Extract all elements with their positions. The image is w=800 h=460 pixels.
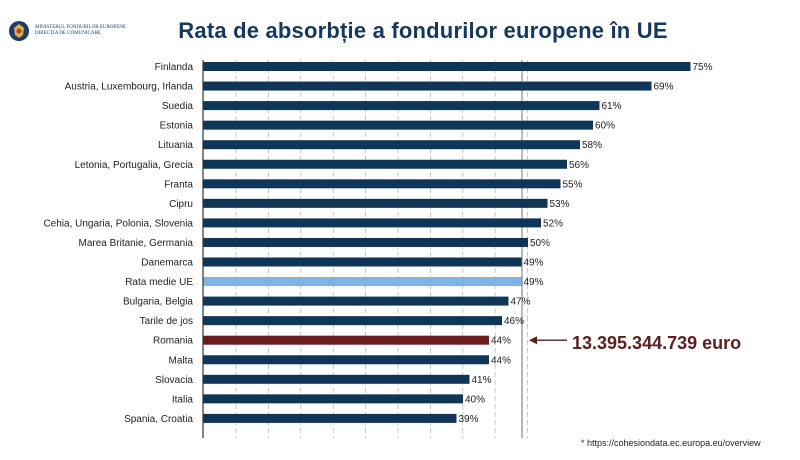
category-label: Austria, Luxembourg, Irlanda <box>65 82 194 93</box>
category-label: Marea Britanie, Germania <box>79 238 194 249</box>
bar-11 <box>203 277 522 287</box>
category-label: Danemarca <box>141 258 193 269</box>
value-label: 50% <box>530 238 550 249</box>
bar-18 <box>203 413 457 423</box>
source-note: * https://cohesiondata.ec.europa.eu/over… <box>581 438 761 448</box>
category-label: Suedia <box>162 101 194 112</box>
value-label: 69% <box>653 82 673 93</box>
bar-5 <box>203 159 567 169</box>
value-label: 53% <box>549 199 569 210</box>
category-label: Lituania <box>158 140 193 151</box>
bar-1 <box>203 81 652 91</box>
bar-12 <box>203 296 509 306</box>
arrow-head-icon <box>529 336 537 345</box>
logo-department-name: DIRECȚIA DE COMUNICARE <box>35 31 101 36</box>
value-label: 40% <box>465 394 485 405</box>
category-label: Franta <box>164 179 193 190</box>
category-label: Spania, Croatia <box>124 414 193 425</box>
bar-3 <box>203 120 593 130</box>
coat-of-arms-icon <box>9 21 29 41</box>
value-label: 60% <box>595 121 615 132</box>
bar-2 <box>203 101 600 111</box>
value-label: 47% <box>510 297 530 308</box>
value-label: 46% <box>504 316 524 327</box>
value-label: 58% <box>582 140 602 151</box>
bar-8 <box>203 218 541 228</box>
value-label: 49% <box>523 258 543 269</box>
category-label: Italia <box>172 394 194 405</box>
category-label: Bulgaria, Belgia <box>123 297 193 308</box>
bar-16 <box>203 374 470 384</box>
value-label: 52% <box>543 218 563 229</box>
bar-6 <box>203 179 561 189</box>
value-label: 49% <box>523 277 543 288</box>
value-label: 55% <box>562 179 582 190</box>
value-label: 44% <box>491 336 511 347</box>
romania-funds-annotation: 13.395.344.739 euro <box>572 333 742 353</box>
bar-0 <box>203 62 691 71</box>
category-label: Cipru <box>169 199 193 210</box>
bar-13 <box>203 316 502 326</box>
bar-17 <box>203 394 463 404</box>
bar-7 <box>203 198 548 208</box>
category-label: Cehia, Ungaria, Polonia, Slovenia <box>43 218 193 229</box>
chart-title: Rata de absorbție a fondurilor europene … <box>178 18 668 43</box>
category-label: Malta <box>169 355 194 366</box>
category-label: Letonia, Portugalia, Grecia <box>75 160 194 171</box>
bar-10 <box>203 257 522 267</box>
value-label: 56% <box>569 160 589 171</box>
category-label: Estonia <box>160 121 194 132</box>
value-label: 41% <box>471 375 491 386</box>
value-label: 61% <box>601 101 621 112</box>
logo-ministry-name: MINISTERUL FONDURILOR EUROPENE <box>35 25 126 30</box>
value-label: 75% <box>692 62 712 73</box>
category-label: Slovacia <box>155 375 193 386</box>
value-label: 39% <box>458 414 478 425</box>
category-label: Romania <box>153 336 193 347</box>
bar-15 <box>203 355 489 365</box>
bar-14 <box>203 335 489 345</box>
ministry-logo: MINISTERUL FONDURILOR EUROPENE DIRECȚIA … <box>8 20 138 41</box>
category-label: Finlanda <box>155 62 194 73</box>
value-label: 44% <box>491 355 511 366</box>
category-label: Tarile de jos <box>140 316 193 327</box>
bar-9 <box>203 237 528 247</box>
bar-4 <box>203 140 580 150</box>
category-label: Rata medie UE <box>125 277 193 288</box>
